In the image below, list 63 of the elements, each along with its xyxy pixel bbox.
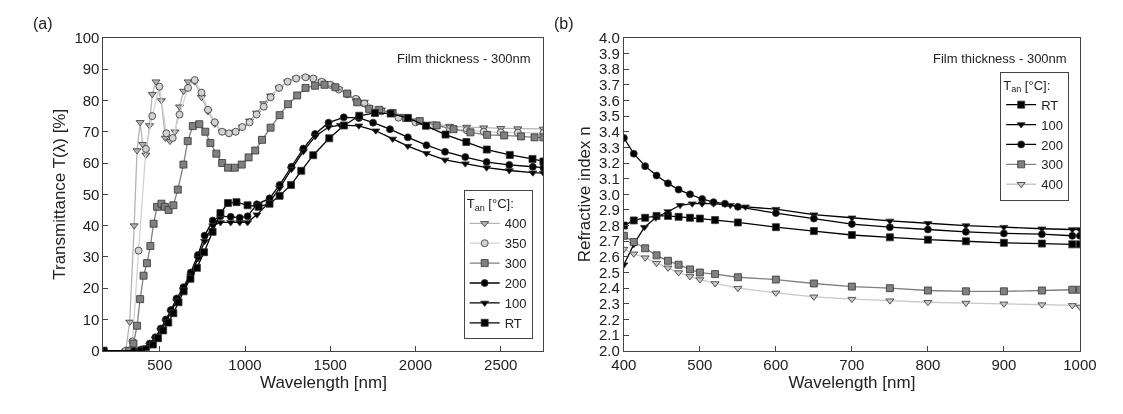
x-tick-label: 1000 <box>228 355 262 373</box>
y-tick-label: 10 <box>82 310 100 328</box>
y-tick-label: 50 <box>82 185 100 203</box>
chart-title: (a) <box>33 15 53 32</box>
legend-label: 300 <box>504 256 527 272</box>
y-axis-title: Refractive index n <box>574 126 594 263</box>
x-tick-label: 700 <box>839 355 865 373</box>
x-tick-label: 1000 <box>1063 355 1097 373</box>
y-tick-label: 2.8 <box>599 216 620 234</box>
y-tick-label: 4.0 <box>599 29 620 47</box>
annotation: Film thickness - 300nm <box>933 51 1067 66</box>
x-tick-label: 2000 <box>398 355 433 373</box>
legend-title: T$_{an}$ [°C]: <box>466 196 514 214</box>
x-tick-label: 1500 <box>313 355 347 373</box>
y-tick-label: 2.9 <box>599 201 620 219</box>
y-tick-label: 60 <box>82 154 100 172</box>
legend-label: 350 <box>504 236 527 252</box>
x-tick-label: 2500 <box>484 355 518 373</box>
legend-label: 400 <box>1041 177 1063 193</box>
y-tick-label: 3.4 <box>599 122 620 140</box>
y-tick-label: 2.5 <box>599 263 620 281</box>
legend-label: 400 <box>504 216 527 232</box>
y-tick-label: 2.4 <box>599 279 620 297</box>
legend-title: T$_{an}$ [°C]: <box>1003 77 1051 95</box>
y-tick-label: 3.9 <box>599 44 620 62</box>
x-axis-title: Wavelength [nm] <box>788 372 916 392</box>
y-tick-label: 3.5 <box>599 107 620 125</box>
y-tick-label: 3.6 <box>599 91 620 109</box>
y-tick-label: 30 <box>82 248 100 266</box>
y-tick-label: 2.7 <box>599 232 620 250</box>
legend-label: RT <box>504 315 522 331</box>
legend-label: 100 <box>504 295 527 311</box>
x-tick-label: 600 <box>763 355 789 373</box>
legend-label: RT <box>1041 97 1059 113</box>
y-tick-label: 2.2 <box>599 310 620 328</box>
legend-label: 200 <box>504 276 527 292</box>
x-tick-label: 800 <box>915 355 941 373</box>
x-tick-label: 900 <box>991 355 1017 373</box>
y-tick-label: 2.1 <box>599 326 620 344</box>
y-tick-label: 3.0 <box>599 185 620 203</box>
legend-label: 100 <box>1041 117 1063 133</box>
legend-label: 200 <box>1041 137 1063 153</box>
legend-label: 300 <box>1041 157 1063 173</box>
y-axis-title: Transmittance T(λ) [%] <box>49 108 69 280</box>
y-tick-label: 80 <box>82 91 100 109</box>
y-tick-label: 40 <box>82 216 100 234</box>
y-tick-label: 2.6 <box>599 248 620 266</box>
x-axis-title: Wavelength [nm] <box>259 372 387 392</box>
y-tick-label: 3.3 <box>599 138 620 156</box>
y-tick-label: 90 <box>82 60 100 78</box>
x-tick-label: 500 <box>687 355 713 373</box>
x-tick-label: 500 <box>147 355 173 373</box>
y-tick-label: 70 <box>82 122 100 140</box>
chart-title: (b) <box>554 15 574 32</box>
y-tick-label: 3.2 <box>599 154 620 172</box>
y-tick-label: 3.7 <box>599 76 620 94</box>
y-tick-label: 2.3 <box>599 295 620 313</box>
annotation: Film thickness - 300nm <box>397 51 531 66</box>
y-tick-label: 3.8 <box>599 60 620 78</box>
y-tick-label: 0 <box>91 342 100 360</box>
y-tick-label: 20 <box>82 279 100 297</box>
y-tick-label: 100 <box>74 29 100 47</box>
y-tick-label: 3.1 <box>599 169 620 187</box>
